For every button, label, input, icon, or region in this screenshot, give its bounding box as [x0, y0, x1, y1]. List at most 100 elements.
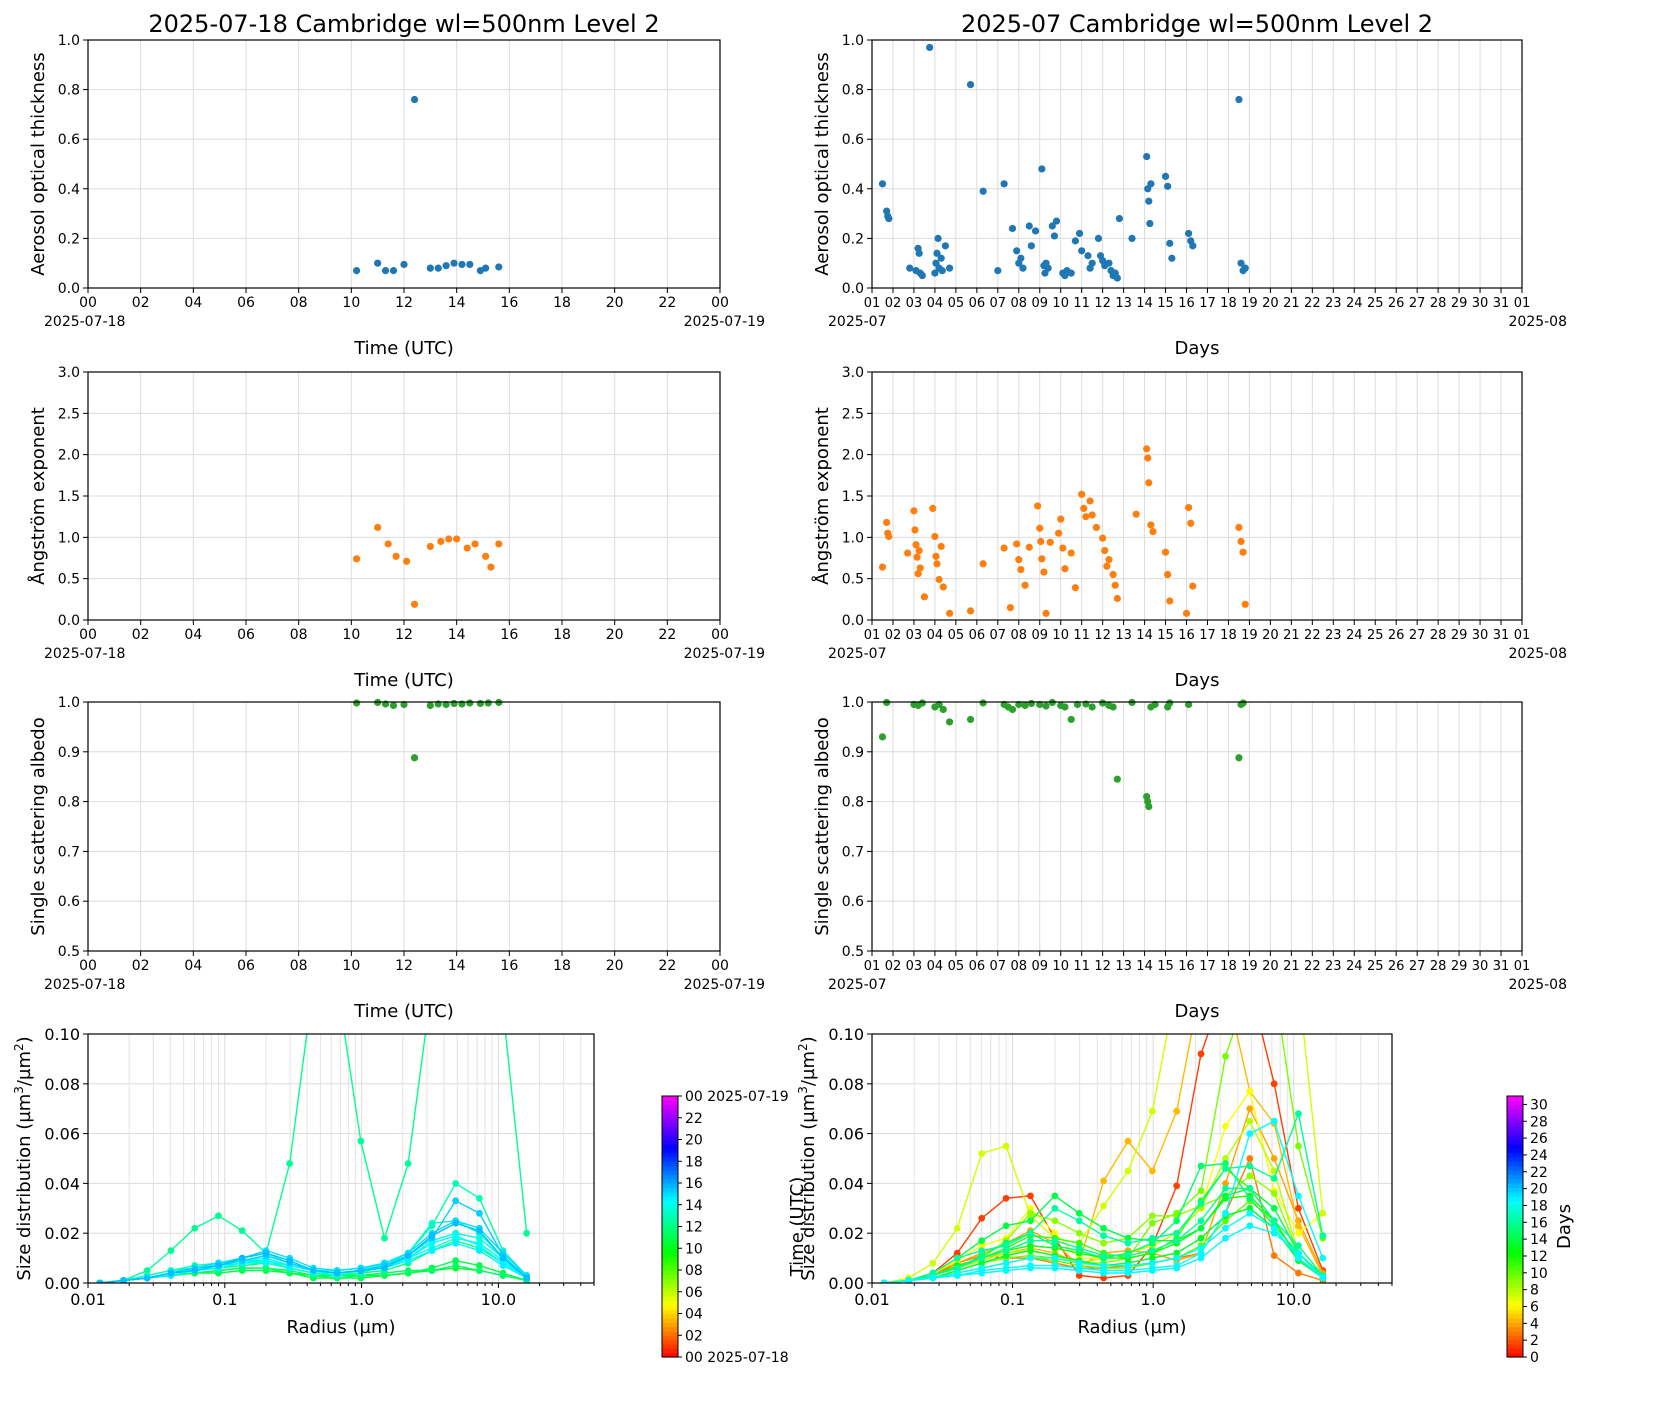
size-day-series-point [167, 1247, 175, 1255]
aod-month-point [1088, 259, 1096, 267]
size-day-xtick-label: 10.0 [481, 1290, 517, 1309]
ssa-day-xtick-label: 02 [132, 958, 150, 974]
size-day-series-point [429, 981, 436, 988]
aod-day-xtick-label: 14 [448, 295, 466, 311]
size-month-series-point [1148, 1234, 1156, 1242]
size-day-series-point [428, 1247, 436, 1255]
size-month-series-point [1271, 981, 1278, 988]
cb-month-tick-label: 30 [1530, 1097, 1548, 1113]
size-month-series-point [1197, 1254, 1205, 1262]
angstrom-month-xtick-label: 19 [1241, 628, 1258, 643]
angstrom-day-xtick-label: 16 [500, 627, 518, 643]
cb-day-colorbar-segment [662, 1187, 678, 1193]
size-month-series-point [1246, 1209, 1254, 1217]
angstrom-month-point [883, 518, 891, 527]
angstrom-month-ytick-label: 0.0 [842, 613, 864, 629]
size-day-series-point [523, 1274, 531, 1282]
ssa-month-ylabel: Single scattering albedo [812, 717, 833, 935]
aod-month-point [1185, 229, 1193, 238]
cb-month-colorbar-segment [1507, 1187, 1523, 1193]
size-month-series-point [1270, 1224, 1278, 1232]
aod-month-ytick-label: 0.8 [842, 83, 864, 99]
cb-day-colorbar-segment [662, 1109, 678, 1114]
ssa-day-ytick-label: 1.0 [58, 695, 80, 711]
cb-day-colorbar-segment [662, 1335, 678, 1341]
cb-day-colorbar-segment [662, 1252, 678, 1258]
ssa-month-xtick-label: 16 [1178, 959, 1195, 974]
size-month-series-point [1198, 981, 1205, 988]
angstrom-month-point [1061, 565, 1069, 573]
aod-month-point [945, 264, 954, 272]
size-month-ylabel: Size distribution (µm3/µm2) [796, 1036, 819, 1280]
angstrom-month-point [915, 546, 923, 555]
size-month-ylabel-part: /µm [798, 1051, 819, 1086]
angstrom-month-xtick-label: 28 [1430, 628, 1447, 643]
aod-month-point [1013, 247, 1021, 255]
cb-day-colorbar-segment [662, 1183, 678, 1188]
angstrom-month-point [939, 583, 947, 591]
cb-month-colorbar-segment [1507, 1109, 1523, 1114]
cb-day-tick-label: 02 [685, 1328, 703, 1344]
size-month-series-point [1027, 1247, 1034, 1255]
cb-day-colorbar-segment [662, 1152, 678, 1158]
angstrom-day-xtick-label: 02 [132, 627, 150, 643]
angstrom-month-point [910, 507, 918, 515]
angstrom-month-point [932, 552, 940, 560]
angstrom-month-point [1057, 515, 1065, 523]
ssa-day-point [484, 699, 492, 707]
aod-month-point [1143, 152, 1151, 161]
size-month-series-point [1002, 1267, 1010, 1274]
aod-month-point [1166, 239, 1174, 247]
angstrom-month-point [1113, 594, 1121, 603]
angstrom-month-point [1187, 519, 1195, 527]
aod-month-xtick-label: 26 [1388, 296, 1405, 311]
ssa-month-point [1008, 705, 1017, 714]
cb-day-tick-label: 18 [685, 1154, 703, 1170]
cb-month-colorbar-segment [1507, 1274, 1523, 1280]
size-month-series-point [1197, 1234, 1205, 1242]
cb-month-colorbar-segment [1507, 1152, 1523, 1158]
aod-month-point [1075, 229, 1084, 238]
size-day-series-point [452, 1239, 460, 1247]
ssa-month-point [979, 699, 987, 707]
cb-month-colorbar-segment [1507, 1139, 1523, 1145]
cb-month-colorbar-segment [1507, 1339, 1523, 1345]
angstrom-day-point [437, 537, 445, 546]
ssa-month-point [1151, 700, 1159, 709]
cb-month-colorbar-segment [1507, 1104, 1523, 1110]
aod-month-xtick-label: 19 [1241, 296, 1258, 311]
size-day-series-point [499, 1262, 507, 1269]
size-month-series-point [1148, 1254, 1156, 1262]
ssa-month-xtick-label: 17 [1199, 959, 1216, 974]
size-day-series-point [286, 1257, 294, 1264]
angstrom-day-xtick-label: 00 [79, 627, 97, 643]
angstrom-day-point [453, 535, 461, 543]
cb-month-colorbar-segment [1507, 1156, 1523, 1162]
angstrom-month-point [920, 593, 929, 601]
size-day-series-point [475, 1234, 483, 1242]
size-month-ytick-label: 0.02 [828, 1224, 864, 1243]
aod-month-point [1017, 254, 1025, 262]
cb-month-colorbar-segment [1507, 1169, 1523, 1175]
size-day-series-point [238, 1227, 246, 1235]
size-day-series-point [452, 1232, 460, 1240]
aod-month-xtick-label: 23 [1325, 296, 1342, 311]
size-month-ytick-label: 0.00 [828, 1274, 864, 1293]
angstrom-day-xtick-label: 10 [342, 627, 360, 643]
aod-month-title: 2025-07 Cambridge wl=500nm Level 2 [961, 10, 1433, 38]
angstrom-day-point [482, 552, 490, 560]
aod-day-xtick-label: 00 [79, 295, 97, 311]
aod-month-xtick-label: 25 [1367, 296, 1384, 311]
aod-day-xtick-label: 12 [395, 295, 413, 311]
aod-month-ylabel: Aerosol optical thickness [812, 52, 833, 275]
aod-month-xlabel: Days [1175, 338, 1220, 359]
cb-day-colorbar-segment [662, 1135, 678, 1141]
angstrom-month-point [1078, 490, 1086, 498]
ssa-month-point [1113, 775, 1121, 783]
angstrom-month-ytick-label: 0.5 [842, 572, 864, 588]
angstrom-month-xtick-label: 03 [906, 628, 923, 643]
angstrom-month-point [1111, 581, 1119, 589]
size-month-series-point [1222, 981, 1229, 988]
size-month-series-point [1100, 1274, 1107, 1282]
ssa-day-xtick-label: 00 [711, 958, 729, 974]
